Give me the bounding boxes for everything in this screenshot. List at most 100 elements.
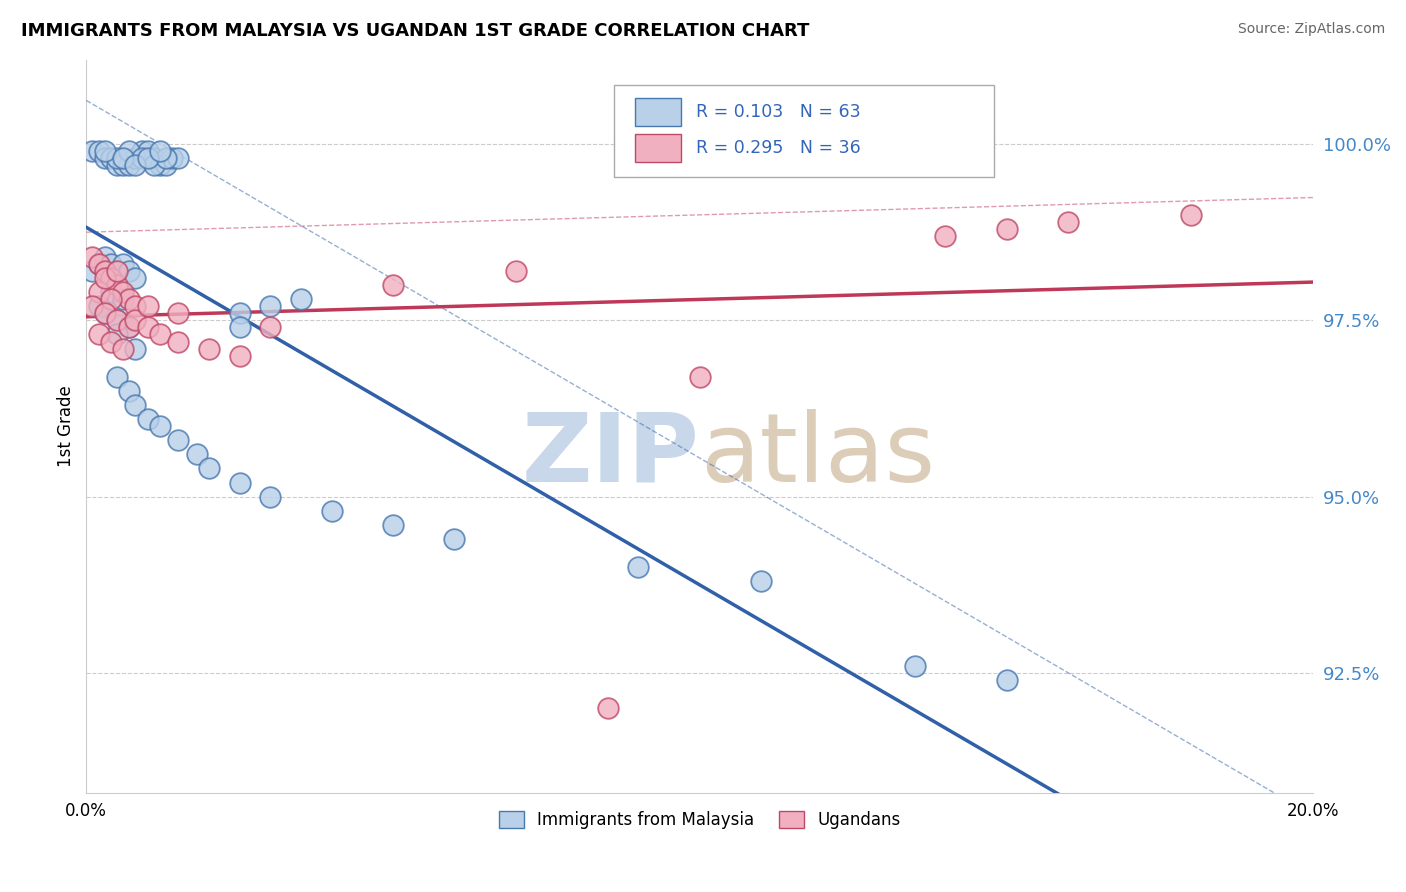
Point (259, 320, 281, 334)
Point (382, 517, 405, 532)
Point (1057, 215, 1080, 229)
Point (118, 292, 141, 306)
Point (112, 292, 135, 306)
Point (112, 342, 135, 356)
Point (105, 151, 128, 165)
Point (118, 320, 141, 334)
Point (93, 250, 115, 264)
Point (995, 221, 1018, 235)
Point (100, 334, 122, 349)
Point (155, 158, 177, 172)
Point (160, 151, 183, 165)
Point (131, 145, 153, 159)
Point (82, 145, 104, 159)
Point (112, 257, 135, 271)
Point (87, 299, 110, 313)
Point (1180, 208, 1202, 222)
Point (93, 306, 115, 320)
Point (198, 461, 221, 475)
Point (149, 158, 172, 172)
Text: IMMIGRANTS FROM MALAYSIA VS UGANDAN 1ST GRADE CORRELATION CHART: IMMIGRANTS FROM MALAYSIA VS UGANDAN 1ST … (21, 22, 810, 40)
Point (167, 151, 190, 165)
Point (124, 299, 146, 313)
Point (100, 271, 122, 285)
Point (118, 384, 141, 398)
Point (124, 342, 146, 356)
Point (82, 299, 104, 313)
Point (228, 320, 250, 334)
Point (100, 151, 122, 165)
Point (443, 532, 465, 546)
Point (87, 257, 110, 271)
Point (112, 285, 135, 300)
Point (124, 158, 146, 172)
Point (259, 299, 281, 313)
Point (228, 475, 250, 490)
Point (290, 292, 312, 306)
Point (87, 257, 110, 271)
Point (112, 151, 135, 165)
Point (136, 299, 159, 313)
Text: ZIP: ZIP (522, 409, 700, 502)
Point (627, 560, 650, 574)
Point (382, 278, 405, 293)
Point (82, 250, 104, 264)
Point (93, 151, 115, 165)
Point (118, 158, 141, 172)
Point (112, 158, 135, 172)
Point (136, 412, 159, 426)
Point (105, 369, 128, 384)
Point (82, 264, 104, 278)
Point (186, 447, 208, 461)
Point (124, 398, 146, 412)
Point (903, 658, 925, 673)
Point (100, 292, 122, 306)
Point (124, 271, 146, 285)
Point (155, 151, 177, 165)
Point (596, 701, 619, 715)
Point (689, 369, 711, 384)
Point (167, 334, 190, 349)
Text: Source: ZipAtlas.com: Source: ZipAtlas.com (1237, 22, 1385, 37)
Point (259, 490, 281, 504)
Point (136, 145, 159, 159)
Point (105, 313, 128, 327)
Point (149, 145, 172, 159)
Point (124, 313, 146, 327)
Point (93, 306, 115, 320)
Text: R = 0.103   N = 63: R = 0.103 N = 63 (696, 103, 860, 120)
Point (142, 151, 165, 165)
Point (167, 306, 190, 320)
Point (149, 419, 172, 434)
Point (93, 271, 115, 285)
Point (124, 151, 146, 165)
Point (93, 145, 115, 159)
Y-axis label: 1st Grade: 1st Grade (58, 385, 75, 467)
Point (87, 285, 110, 300)
Point (995, 673, 1018, 687)
Point (934, 228, 956, 243)
Point (93, 264, 115, 278)
Point (136, 320, 159, 334)
Point (136, 151, 159, 165)
Legend: Immigrants from Malaysia, Ugandans: Immigrants from Malaysia, Ugandans (492, 804, 907, 836)
Point (198, 342, 221, 356)
Bar (634, 135, 682, 162)
Point (228, 306, 250, 320)
Point (105, 158, 128, 172)
Point (142, 158, 165, 172)
Point (105, 264, 128, 278)
Point (100, 257, 122, 271)
Point (321, 504, 343, 518)
Point (505, 264, 527, 278)
Text: R = 0.295   N = 36: R = 0.295 N = 36 (696, 139, 860, 157)
Point (105, 278, 128, 293)
Point (149, 327, 172, 342)
Point (131, 151, 153, 165)
Point (167, 434, 190, 448)
Text: atlas: atlas (700, 409, 935, 502)
Point (87, 145, 110, 159)
Point (228, 349, 250, 363)
Point (118, 264, 141, 278)
Point (87, 327, 110, 342)
